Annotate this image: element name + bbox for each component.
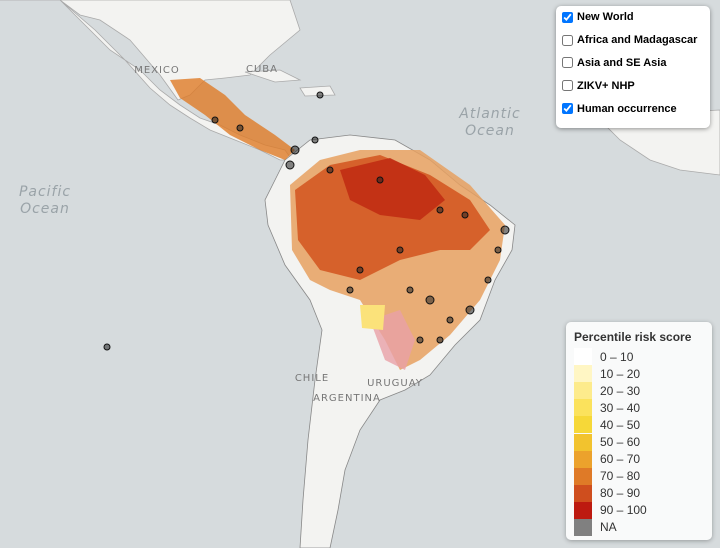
ocean-label: Ocean <box>20 201 70 217</box>
land-caribbean <box>244 69 336 97</box>
legend-label: 70 – 80 <box>600 469 641 484</box>
legend-item: 90 – 100 <box>566 501 712 519</box>
legend-label: 80 – 90 <box>600 486 641 501</box>
occurrence-point <box>484 276 492 284</box>
layer-checkbox[interactable] <box>562 103 573 115</box>
legend-label: 50 – 60 <box>600 435 641 450</box>
occurrence-point <box>326 166 334 174</box>
layer-checkbox[interactable] <box>562 11 573 23</box>
risk-area-very-high <box>340 158 445 220</box>
legend-label: 60 – 70 <box>600 452 641 467</box>
ocean-label: Atlantic <box>458 106 520 122</box>
legend-item: 60 – 70 <box>566 450 712 468</box>
occurrence-point <box>425 295 435 305</box>
country-label: MEXICO <box>134 65 180 76</box>
layer-option[interactable]: Human occurrence <box>556 97 710 120</box>
layer-label: ZIKV+ NHP <box>577 79 635 92</box>
layer-control: New World Africa and Madagascar Asia and S… <box>556 6 710 128</box>
risk-area-high <box>295 155 490 280</box>
layer-checkbox[interactable] <box>562 34 573 46</box>
layer-label: Africa and Madagascar <box>577 34 698 47</box>
legend-swatch <box>574 518 592 536</box>
legend-item: 0 – 10 <box>566 348 712 366</box>
legend-title: Percentile risk score <box>574 330 692 344</box>
legend-item: 30 – 40 <box>566 399 712 417</box>
legend-swatch <box>574 433 592 451</box>
legend-label: 10 – 20 <box>600 366 641 381</box>
occurrence-point <box>376 176 384 184</box>
legend-swatch <box>574 416 592 434</box>
occurrence-point <box>311 136 319 144</box>
layer-checkbox[interactable] <box>562 80 573 92</box>
occurrence-point <box>436 206 444 214</box>
legend-item: 80 – 90 <box>566 484 712 502</box>
legend-swatch <box>574 501 592 519</box>
occurrence-point <box>500 225 510 235</box>
layer-checkbox[interactable] <box>562 57 573 69</box>
risk-area-bolivia-low <box>360 305 385 330</box>
legend-swatch <box>574 365 592 383</box>
human-occurrence-points <box>103 91 510 351</box>
ocean-label: Ocean <box>465 123 515 139</box>
occurrence-point <box>406 286 414 294</box>
layer-label: New World <box>577 11 634 24</box>
occurrence-point <box>446 316 454 324</box>
legend-label: NA <box>600 520 617 535</box>
occurrence-point <box>316 91 324 99</box>
layer-option[interactable]: Asia and SE Asia <box>556 52 710 75</box>
legend-label: 90 – 100 <box>600 503 647 518</box>
ocean-label: Pacific <box>19 184 71 200</box>
legend-item: 50 – 60 <box>566 433 712 451</box>
legend-item: 70 – 80 <box>566 467 712 485</box>
risk-area-central-america <box>170 78 295 160</box>
layer-option[interactable]: ZIKV+ NHP <box>556 74 710 97</box>
occurrence-point <box>236 124 244 132</box>
legend-item: 40 – 50 <box>566 416 712 434</box>
occurrence-point <box>465 305 475 315</box>
country-label: CHILE <box>295 373 329 384</box>
legend-label: 0 – 10 <box>600 349 634 364</box>
legend-swatch <box>574 467 592 485</box>
occurrence-point <box>103 343 111 351</box>
legend-item: NA <box>566 518 712 536</box>
occurrence-point <box>416 336 424 344</box>
legend-item: 10 – 20 <box>566 365 712 383</box>
layer-option[interactable]: New World <box>556 6 710 29</box>
legend-swatch <box>574 450 592 468</box>
occurrence-point <box>346 286 354 294</box>
layer-label: Asia and SE Asia <box>577 56 667 69</box>
legend-label: 30 – 40 <box>600 400 641 415</box>
occurrence-point <box>290 145 300 155</box>
country-label: CUBA <box>246 64 278 75</box>
legend-swatch <box>574 348 592 366</box>
legend-label: 20 – 30 <box>600 383 641 398</box>
layer-label: Human occurrence <box>577 102 677 115</box>
legend: Percentile risk score 0 – 10 10 – 20 20 – … <box>566 322 712 540</box>
occurrence-point <box>396 246 404 254</box>
occurrence-point <box>436 336 444 344</box>
legend-swatch <box>574 382 592 400</box>
occurrence-point <box>211 116 219 124</box>
legend-label: 40 – 50 <box>600 417 641 432</box>
country-label: URUGUAY <box>367 378 423 389</box>
occurrence-point <box>494 246 502 254</box>
country-label: ARGENTINA <box>313 393 381 404</box>
layer-option[interactable]: Africa and Madagascar <box>556 29 710 52</box>
legend-swatch <box>574 399 592 417</box>
legend-swatch <box>574 484 592 502</box>
occurrence-point <box>285 160 295 170</box>
occurrence-point <box>461 211 469 219</box>
occurrence-point <box>356 266 364 274</box>
legend-item: 20 – 30 <box>566 382 712 400</box>
